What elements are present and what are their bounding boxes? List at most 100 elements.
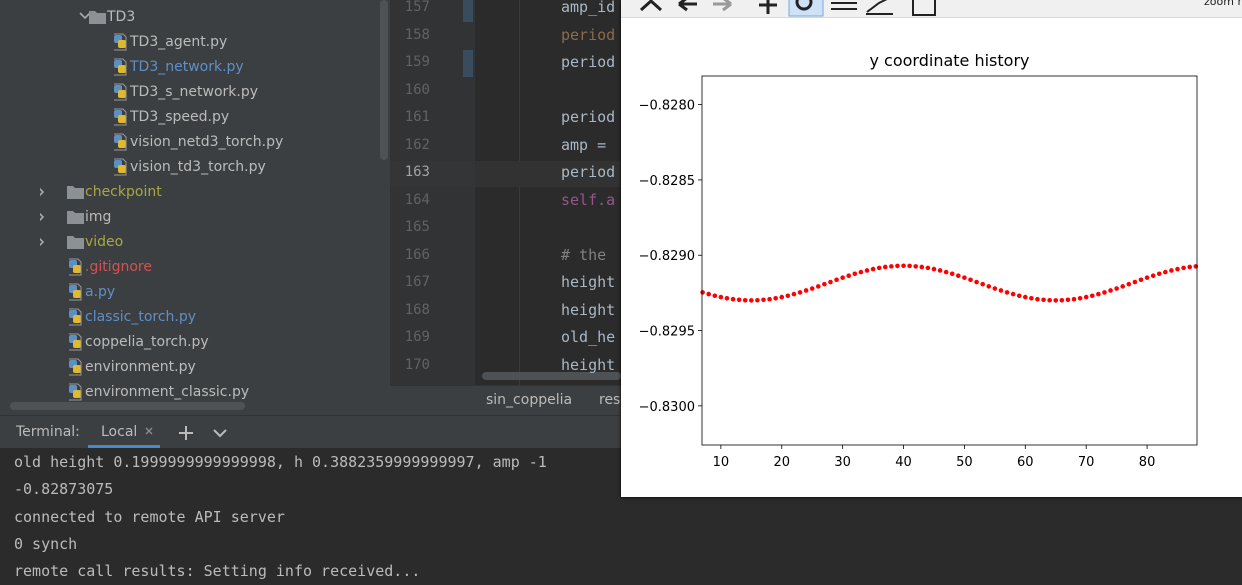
point [858, 269, 864, 275]
python-icon [73, 315, 81, 323]
file-icon [69, 358, 82, 376]
edit-icon[interactable] [866, 0, 893, 15]
line-number: 164 [404, 191, 430, 208]
point [1114, 286, 1119, 291]
tree-item[interactable]: TD3_network.py [130, 59, 244, 75]
file-icon [69, 308, 82, 326]
y-tick-label: −0.8300 [639, 400, 695, 415]
file-icon [69, 333, 82, 351]
tree-item[interactable]: vision_td3_torch.py [130, 159, 266, 175]
point [724, 296, 730, 301]
python-icon [73, 290, 81, 298]
tree-item[interactable]: vision_netd3_torch.py [130, 134, 284, 150]
tree-item[interactable]: .gitignore [85, 259, 152, 275]
point [1132, 279, 1138, 285]
menu-icon[interactable] [213, 429, 227, 438]
point [706, 291, 711, 297]
tree-item[interactable]: TD3_speed.py [130, 109, 230, 125]
point [931, 266, 937, 272]
point [919, 264, 925, 270]
folder-icon [89, 11, 106, 24]
tree-item[interactable]: video [85, 234, 124, 250]
tree-item[interactable]: classic_torch.py [85, 309, 197, 325]
tree-icon [69, 333, 82, 351]
code-line: period [561, 163, 616, 182]
scrollbar[interactable] [10, 402, 245, 410]
change-marker [463, 0, 473, 22]
pan-icon[interactable] [759, 0, 777, 14]
point [1059, 297, 1065, 303]
line-number: 166 [404, 246, 430, 263]
tree-item[interactable]: TD3_agent.py [130, 34, 228, 50]
point [803, 288, 809, 293]
python-icon [73, 390, 81, 398]
code-line: amp_id [561, 0, 616, 16]
tree-item[interactable]: environment.py [85, 359, 196, 375]
close-icon[interactable] [145, 427, 153, 435]
point [1150, 273, 1156, 279]
code-line: period [561, 25, 616, 44]
point [1175, 266, 1180, 272]
tree-item[interactable]: a.py [85, 284, 116, 300]
tree-item[interactable]: environment_classic.py [85, 384, 250, 400]
terminal-tab[interactable]: Local [101, 424, 138, 440]
line-number: 161 [404, 109, 430, 126]
point [937, 268, 943, 273]
x-tick-label: 20 [773, 455, 790, 470]
save-icon[interactable] [912, 0, 936, 16]
line-number: 162 [404, 136, 430, 153]
python-icon [73, 265, 81, 273]
python-icon [118, 40, 126, 48]
back-icon[interactable] [678, 0, 697, 12]
change-marker [463, 50, 473, 78]
terminal-line: remote call results: Setting info receiv… [14, 562, 421, 581]
point [791, 291, 797, 297]
file-icon [114, 108, 127, 126]
add-icon[interactable] [179, 426, 193, 440]
file-icon [114, 133, 127, 151]
terminal-label: Terminal: [16, 424, 80, 440]
point [870, 266, 876, 272]
point [1089, 293, 1095, 299]
tree-item[interactable]: TD3 [107, 9, 136, 25]
file-icon [69, 258, 82, 276]
tree-icon [69, 358, 82, 376]
terminal-line: 0 synch [14, 534, 78, 553]
point [968, 277, 973, 283]
point [828, 279, 833, 285]
point [767, 296, 772, 302]
point [852, 271, 858, 277]
point [834, 277, 839, 283]
point [840, 275, 845, 280]
tree-item[interactable]: checkpoint [85, 184, 162, 200]
code-line: height [561, 273, 616, 292]
plot-window: zoom r y coordinate history 10 20 30 40 50 60 7… [621, 0, 1242, 497]
toolbar: zoom r [621, 0, 1242, 18]
editor-tab[interactable]: sin_coppelia [486, 392, 573, 408]
point [1156, 271, 1162, 277]
tree-item[interactable]: img [85, 209, 112, 225]
config-icon[interactable] [831, 2, 857, 10]
folder-icon [67, 211, 84, 224]
forward-icon[interactable] [713, 0, 732, 12]
line-number: 167 [404, 274, 430, 291]
y-tick-label: −0.8285 [639, 174, 695, 189]
tree-icon [114, 108, 127, 126]
python-icon [118, 65, 126, 73]
point [779, 294, 785, 300]
x-tick-label: 60 [1017, 455, 1034, 470]
line-number: 157 [404, 0, 430, 15]
line-number: 168 [404, 301, 430, 318]
tree-item[interactable]: TD3_s_network.py [130, 84, 259, 100]
line-number: 158 [404, 26, 430, 43]
home-icon[interactable] [639, 0, 663, 12]
scrollbar[interactable] [380, 0, 388, 160]
code-line: height [561, 356, 616, 375]
tree-icon [69, 283, 82, 301]
x-tick-label: 80 [1139, 455, 1156, 470]
scrollbar[interactable] [482, 372, 621, 380]
tree-item[interactable]: coppelia_torch.py [85, 334, 209, 350]
terminal-tab [88, 445, 160, 448]
point [761, 297, 766, 303]
chart-title: y coordinate history [869, 51, 1029, 70]
